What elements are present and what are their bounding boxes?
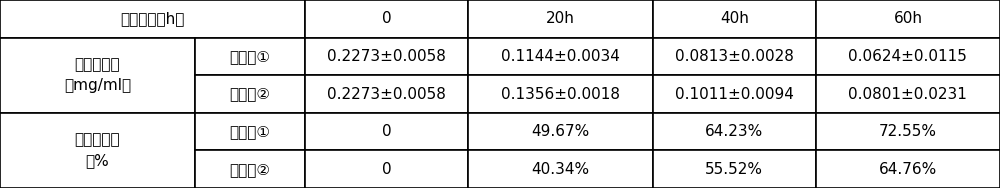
Text: 培当基①: 培当基① — [230, 49, 270, 64]
Bar — [305, 150, 468, 188]
Bar — [195, 113, 305, 150]
Text: 49.67%: 49.67% — [531, 124, 590, 139]
Text: 培当基①: 培当基① — [230, 124, 270, 139]
Bar — [653, 75, 816, 113]
Text: 0.0801±0.0231: 0.0801±0.0231 — [848, 86, 967, 102]
Bar — [195, 75, 305, 113]
Text: （mg/ml）: （mg/ml） — [64, 78, 131, 93]
Bar — [0, 0, 305, 38]
Bar — [468, 0, 653, 38]
Bar — [468, 113, 653, 150]
Text: 64.23%: 64.23% — [705, 124, 763, 139]
Text: 0.1011±0.0094: 0.1011±0.0094 — [675, 86, 794, 102]
Bar — [0, 113, 195, 188]
Bar — [653, 150, 816, 188]
Bar — [305, 113, 468, 150]
Bar — [305, 38, 468, 75]
Bar — [305, 75, 468, 113]
Bar — [816, 150, 1000, 188]
Bar — [653, 0, 816, 38]
Bar — [305, 0, 468, 38]
Text: 0.1144±0.0034: 0.1144±0.0034 — [501, 49, 620, 64]
Bar — [0, 38, 195, 113]
Text: 72.55%: 72.55% — [879, 124, 937, 139]
Text: 0.1356±0.0018: 0.1356±0.0018 — [501, 86, 620, 102]
Bar — [468, 75, 653, 113]
Text: 培当基②: 培当基② — [230, 162, 270, 177]
Bar — [468, 150, 653, 188]
Text: 55.52%: 55.52% — [705, 162, 763, 177]
Bar — [816, 113, 1000, 150]
Text: 64.76%: 64.76% — [879, 162, 937, 177]
Text: 0.2273±0.0058: 0.2273±0.0058 — [327, 86, 446, 102]
Text: 0: 0 — [382, 124, 392, 139]
Text: 0: 0 — [382, 162, 392, 177]
Text: 培当基②: 培当基② — [230, 86, 270, 102]
Bar — [816, 38, 1000, 75]
Text: 40.34%: 40.34% — [531, 162, 590, 177]
Text: 40h: 40h — [720, 11, 749, 26]
Text: 20h: 20h — [546, 11, 575, 26]
Text: 降解时间（h）: 降解时间（h） — [120, 11, 185, 26]
Text: 0.0624±0.0115: 0.0624±0.0115 — [848, 49, 967, 64]
Text: 0.2273±0.0058: 0.2273±0.0058 — [327, 49, 446, 64]
Text: 60h: 60h — [893, 11, 922, 26]
Text: 胆固醇含量: 胆固醇含量 — [75, 57, 120, 72]
Bar — [195, 150, 305, 188]
Bar — [195, 38, 305, 75]
Bar — [816, 0, 1000, 38]
Bar — [468, 38, 653, 75]
Text: 率%: 率% — [85, 153, 109, 168]
Bar — [653, 113, 816, 150]
Bar — [816, 75, 1000, 113]
Text: 0: 0 — [382, 11, 392, 26]
Bar — [653, 38, 816, 75]
Text: 0.0813±0.0028: 0.0813±0.0028 — [675, 49, 794, 64]
Text: 胆固醇降解: 胆固醇降解 — [75, 132, 120, 147]
